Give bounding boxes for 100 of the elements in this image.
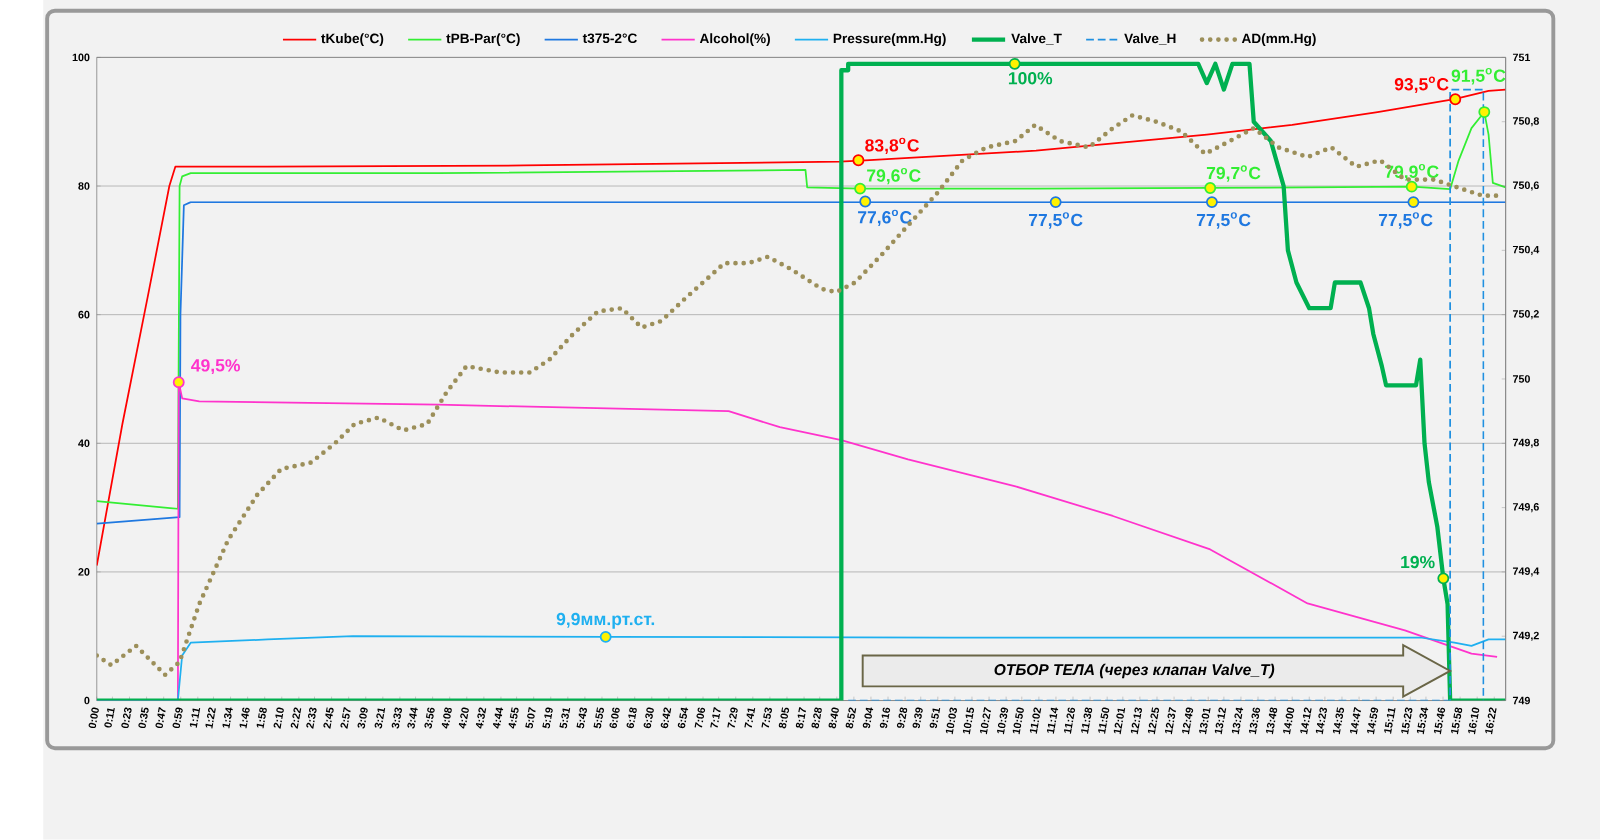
y2-tick-label: 749,8 xyxy=(1512,438,1539,448)
x-tick-label: 13:24 xyxy=(1231,707,1244,735)
x-tick-label: 11:02 xyxy=(1029,707,1042,734)
x-tick-label: 1:22 xyxy=(205,707,216,729)
x-tick-label: 3:56 xyxy=(424,707,435,729)
y2-tick-label: 749,2 xyxy=(1512,631,1539,641)
x-tick-label: 15:34 xyxy=(1416,707,1429,735)
x-tick-label: 3:33 xyxy=(391,707,402,729)
annotation: ОТБОР ТЕЛА (через клапан Valve_T) xyxy=(994,663,1275,679)
point xyxy=(1449,93,1462,106)
x-tick-label: 9:16 xyxy=(879,707,891,729)
x-tick-label: 5:07 xyxy=(525,707,536,729)
annotation: 77,6$^{o}$C xyxy=(858,209,912,227)
x-tick-label: 2:45 xyxy=(323,707,334,729)
x-tick-label: 1:46 xyxy=(239,707,250,729)
y-tick-label: 100 xyxy=(72,53,90,62)
y-tick-label: 80 xyxy=(78,182,90,190)
x-tick-label: 0:23 xyxy=(121,707,132,729)
annotation: 93,5$^{o}$C xyxy=(1394,76,1449,94)
x-tick-label: 12:01 xyxy=(1113,708,1126,735)
point xyxy=(172,376,185,389)
x-tick-label: 1:34 xyxy=(222,707,233,729)
x-tick-label: 11:50 xyxy=(1098,707,1110,734)
x-tick-label: 0:35 xyxy=(138,707,149,729)
annotation: 77,5$^{o}$C xyxy=(1029,212,1083,229)
y2-tick-label: 750,6 xyxy=(1512,181,1539,191)
annotation: 100% xyxy=(1008,72,1053,85)
x-tick-label: 3:44 xyxy=(407,707,418,729)
x-tick-label: 5:55 xyxy=(593,707,604,729)
x-tick-label: 12:37 xyxy=(1164,707,1176,735)
x-tick-label: 0:11 xyxy=(104,708,115,728)
x-tick-label: 14:12 xyxy=(1300,707,1312,735)
x-tick-label: 15:46 xyxy=(1433,707,1446,735)
x-tick-label: 14:00 xyxy=(1283,707,1295,735)
x-tick-label: 7:06 xyxy=(694,707,706,728)
x-tick-label: 10:15 xyxy=(962,707,975,735)
x-tick-label: 9:04 xyxy=(862,707,874,729)
x-tick-label: 8:40 xyxy=(828,707,839,729)
point xyxy=(1204,182,1217,195)
x-tick-label: 4:55 xyxy=(508,707,519,729)
x-tick-label: 4:20 xyxy=(458,707,469,729)
x-tick-label: 10:03 xyxy=(945,707,957,735)
legend-label: Alcohol(%) xyxy=(699,33,770,47)
y2-tick-label: 751 xyxy=(1512,53,1531,62)
x-tick-label: 8:17 xyxy=(795,707,806,729)
x-tick-label: 6:18 xyxy=(626,707,637,729)
x-tick-label: 0:00 xyxy=(88,707,99,729)
y2-tick-label: 749,4 xyxy=(1512,567,1540,577)
x-tick-label: 9:28 xyxy=(896,707,908,729)
x-tick-label: 11:14 xyxy=(1046,707,1059,734)
x-tick-label: 2:10 xyxy=(273,707,284,729)
annotation: 83,8$^{o}$C xyxy=(865,137,920,155)
x-tick-label: 5:19 xyxy=(542,707,553,729)
x-tick-label: 15:23 xyxy=(1401,707,1413,735)
x-tick-label: 16:10 xyxy=(1468,707,1480,735)
x-tick-label: 10:50 xyxy=(1012,707,1024,735)
x-tick-label: 14:35 xyxy=(1332,707,1345,735)
x-tick-label: 15:58 xyxy=(1451,707,1463,735)
x-tick-label: 2:57 xyxy=(340,707,351,729)
x-tick-label: 7:17 xyxy=(710,707,721,728)
x-tick-label: 4:32 xyxy=(475,707,487,729)
point xyxy=(1437,572,1450,585)
x-tick-label: 10:39 xyxy=(997,707,1009,735)
y2-tick-label: 749,6 xyxy=(1512,503,1539,513)
x-tick-label: 0:47 xyxy=(155,707,166,729)
x-tick-label: 2:33 xyxy=(306,707,317,729)
x-tick-label: 0:59 xyxy=(172,707,183,729)
legend-label: Valve_T xyxy=(1011,33,1062,45)
x-tick-label: 8:05 xyxy=(778,707,790,729)
x-tick-label: 8:28 xyxy=(811,707,822,729)
annotation: 77,5$^{o}$C xyxy=(1378,212,1433,229)
x-tick-label: 4:44 xyxy=(492,707,504,729)
x-tick-label: 7:41 xyxy=(744,708,756,728)
x-tick-label: 11:26 xyxy=(1064,707,1076,734)
x-tick-label: 14:47 xyxy=(1349,707,1361,735)
x-tick-label: 8:52 xyxy=(845,707,857,729)
y-tick-label: 0 xyxy=(84,696,90,705)
annotation: 79,7$^{o}$C xyxy=(1206,165,1261,182)
x-tick-label: 2:22 xyxy=(290,707,302,729)
y2-tick-label: 750,4 xyxy=(1512,245,1540,256)
annotation: 77,5$^{o}$C xyxy=(1196,212,1251,229)
x-tick-label: 6:06 xyxy=(609,707,620,729)
x-tick-label: 9:39 xyxy=(912,707,923,729)
legend-label: tKube(°C) xyxy=(321,33,384,47)
x-tick-label: 1:58 xyxy=(256,707,267,729)
x-tick-label: 6:42 xyxy=(660,707,672,729)
x-tick-label: 14:59 xyxy=(1367,707,1379,735)
point xyxy=(854,182,867,195)
legend-label: Valve_H xyxy=(1124,33,1176,45)
legend-label: AD(mm.Hg) xyxy=(1241,33,1316,47)
x-tick-label: 5:43 xyxy=(576,707,587,729)
annotation: 49,5% xyxy=(191,359,240,375)
x-tick-label: 9:51 xyxy=(929,708,941,729)
annotation: 79,6$^{o}$C xyxy=(867,168,921,185)
x-tick-label: 1:11 xyxy=(189,708,201,728)
x-tick-label: 13:48 xyxy=(1266,707,1278,735)
x-tick-label: 13:01 xyxy=(1199,708,1211,735)
annotation: 19% xyxy=(1401,555,1435,569)
x-tick-label: 4:08 xyxy=(441,707,452,729)
x-tick-label: 15:11 xyxy=(1384,708,1396,734)
